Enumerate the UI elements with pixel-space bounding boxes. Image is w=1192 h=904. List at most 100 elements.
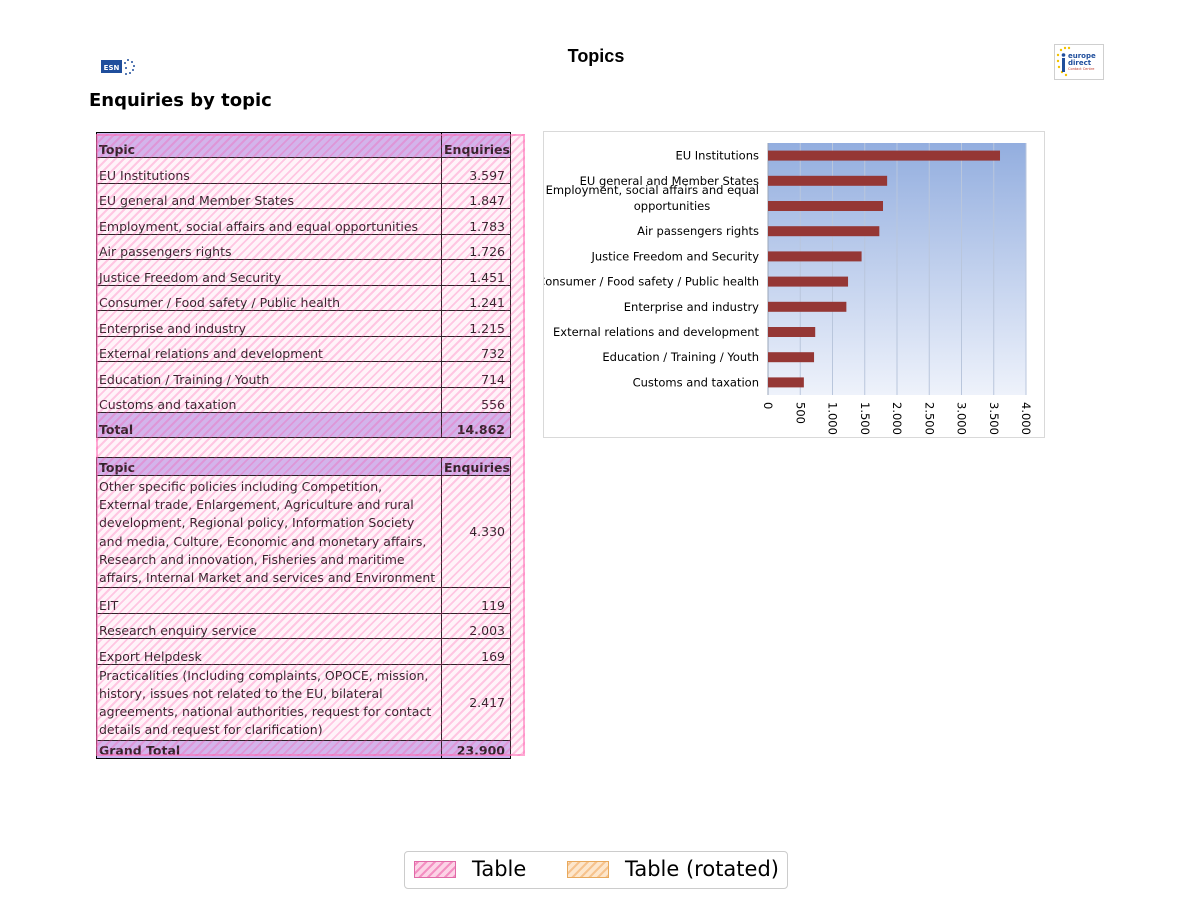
enquiries-cell: 119 <box>441 587 511 614</box>
logo-text-europe: europe <box>1068 52 1096 60</box>
other-topics-table: Topic Enquiries Other specific policies … <box>96 457 511 759</box>
header-topic: Topic <box>96 457 442 476</box>
total-value: 14.862 <box>441 412 511 438</box>
table-row: Education / Training / Youth 714 <box>96 361 511 388</box>
table-row: Consumer / Food safety / Public health 1.… <box>96 284 511 311</box>
legend-swatch-table-rotated <box>567 861 609 878</box>
bar <box>768 301 847 312</box>
legend-label-table: Table <box>472 857 527 881</box>
x-tick-label: 500 <box>793 402 807 424</box>
section-heading: Enquiries by topic <box>89 90 272 111</box>
enquiries-cell: 1.215 <box>441 310 511 337</box>
enquiries-cell: 1.241 <box>441 284 511 311</box>
topics-bar-chart: 0 500 1.000 1.500 2.000 2.500 3.000 3.500 4.000 E… <box>543 131 1045 438</box>
y-category-label: Air passengers rights <box>637 224 759 238</box>
y-category-label: Education / Training / Youth <box>602 350 759 364</box>
table-row: Practicalities (Including complaints, OP… <box>96 663 511 741</box>
chart-svg: 0 500 1.000 1.500 2.000 2.500 3.000 3.500 4.000 E… <box>544 143 1033 435</box>
x-tick-label: 0 <box>761 402 775 409</box>
bar <box>768 276 849 287</box>
enquiries-cell: 1.451 <box>441 259 511 286</box>
header-enquiries: Enquiries <box>441 457 511 476</box>
bar <box>768 226 880 237</box>
table-row: Other specific policies including Compet… <box>96 474 511 589</box>
y-category-label: Enterprise and industry <box>624 300 759 314</box>
x-tick-label: 1.500 <box>858 402 872 435</box>
topic-cell: Consumer / Food safety / Public health <box>96 284 442 311</box>
bar <box>768 251 862 262</box>
topic-cell: EIT <box>96 587 442 614</box>
table-row: Research enquiry service 2.003 <box>96 612 511 640</box>
enquiries-cell: 556 <box>441 386 511 413</box>
x-tick-label: 1.000 <box>826 402 840 435</box>
x-tick-label: 3.500 <box>987 402 1001 435</box>
y-category-label: Employment, social affairs and equal <box>546 183 759 197</box>
grand-total-value: 23.900 <box>441 739 511 759</box>
table-header-row: Topic Enquiries <box>96 132 511 158</box>
x-tick-label: 3.000 <box>955 402 969 435</box>
header-topic: Topic <box>96 132 442 158</box>
y-category-label: Consumer / Food safety / Public health <box>544 275 759 289</box>
page-title: Topics <box>567 46 625 66</box>
topic-cell: EU Institutions <box>96 157 442 184</box>
enquiries-cell: 3.597 <box>441 157 511 184</box>
topic-cell: EU general and Member States <box>96 182 442 209</box>
topic-cell: Research enquiry service <box>96 612 442 640</box>
enquiries-cell: 1.726 <box>441 233 511 260</box>
table-header-row: Topic Enquiries <box>96 457 511 476</box>
table-row: Employment, social affairs and equal opp… <box>96 208 511 235</box>
enquiries-cell: 714 <box>441 361 511 388</box>
topic-cell: Practicalities (Including complaints, OP… <box>96 663 442 741</box>
enquiries-cell: 4.330 <box>441 474 511 589</box>
y-category-label: EU general and Member States <box>580 174 759 188</box>
x-tick-label: 2.500 <box>922 402 936 435</box>
bar <box>768 201 884 211</box>
enquiries-cell: 169 <box>441 638 511 665</box>
topic-cell: Education / Training / Youth <box>96 361 442 388</box>
table-row: Export Helpdesk 169 <box>96 638 511 665</box>
europe-direct-logo: europe direct Contact Centre <box>1054 44 1104 80</box>
legend-label-table-rotated: Table (rotated) <box>625 857 779 881</box>
topic-cell: Employment, social affairs and equal opp… <box>96 208 442 235</box>
total-row: Total 14.862 <box>96 412 511 438</box>
topic-cell: External relations and development <box>96 335 442 362</box>
table-row: Enterprise and industry 1.215 <box>96 310 511 337</box>
enquiries-cell: 1.783 <box>441 208 511 235</box>
table-row: External relations and development 732 <box>96 335 511 362</box>
grand-total-label: Grand Total <box>96 739 442 759</box>
y-category-label: opportunities <box>634 199 710 213</box>
x-tick-label: 4.000 <box>1019 402 1033 435</box>
bar <box>768 327 816 337</box>
table-row: EU general and Member States 1.847 <box>96 182 511 209</box>
enquiries-cell: 2.417 <box>441 663 511 741</box>
y-category-label: External relations and development <box>553 325 759 339</box>
table-row: Air passengers rights 1.726 <box>96 233 511 260</box>
topic-cell: Enterprise and industry <box>96 310 442 337</box>
esn-logo: ESN <box>101 57 137 77</box>
y-category-label: Customs and taxation <box>633 375 759 389</box>
esn-logo-text: ESN <box>104 64 120 72</box>
topics-table: Topic Enquiries EU Institutions 3.597 EU g… <box>96 132 511 438</box>
table-row: Justice Freedom and Security 1.451 <box>96 259 511 286</box>
topic-cell: Other specific policies including Compet… <box>96 474 442 589</box>
legend: Table Table (rotated) <box>404 851 788 889</box>
y-category-label: Justice Freedom and Security <box>590 249 759 263</box>
table-row: EIT 119 <box>96 587 511 614</box>
enquiries-cell: 1.847 <box>441 182 511 209</box>
header-enquiries: Enquiries <box>441 132 511 158</box>
logo-text-contact-centre: Contact Centre <box>1068 67 1094 71</box>
bar <box>768 377 804 388</box>
bar <box>768 150 1001 161</box>
x-tick-label: 2.000 <box>890 402 904 435</box>
grand-total-row: Grand Total 23.900 <box>96 739 511 759</box>
bar <box>768 352 815 363</box>
bar <box>768 175 888 186</box>
y-category-label: EU Institutions <box>675 149 759 163</box>
topic-cell: Customs and taxation <box>96 386 442 413</box>
topic-cell: Air passengers rights <box>96 233 442 260</box>
total-label: Total <box>96 412 442 438</box>
enquiries-cell: 2.003 <box>441 612 511 640</box>
enquiries-cell: 732 <box>441 335 511 362</box>
legend-swatch-table <box>414 861 456 878</box>
topic-cell: Justice Freedom and Security <box>96 259 442 286</box>
